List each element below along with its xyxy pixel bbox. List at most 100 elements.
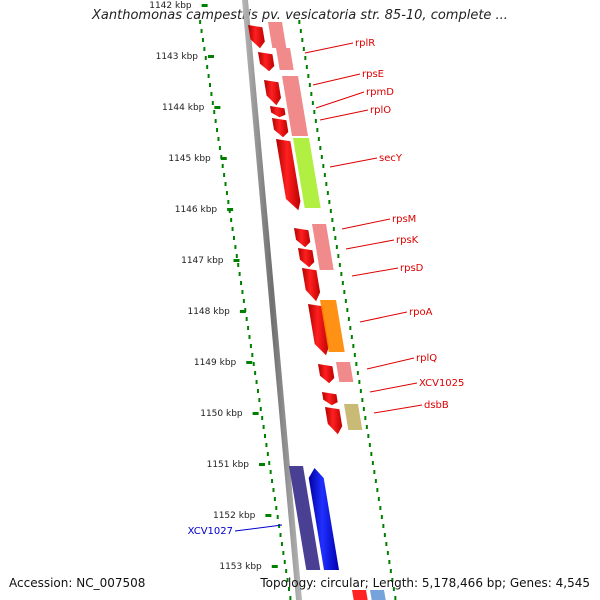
gene-arrow-minus[interactable]	[325, 407, 343, 435]
dotted-guide-left	[262, 425, 265, 429]
dotted-guide-left	[203, 47, 206, 51]
dotted-guide-left	[261, 416, 264, 420]
dotted-guide-left	[237, 263, 240, 267]
dotted-guide-right	[307, 74, 310, 78]
gene-label-rpsm[interactable]: rpsM	[392, 214, 416, 225]
dotted-guide-right	[338, 263, 341, 267]
dotted-guide-right	[386, 551, 389, 555]
scale-label: 1147 kbp	[181, 256, 224, 266]
gene-leader-line	[312, 73, 361, 86]
gene-label-xcv1025[interactable]: XCV1025	[419, 378, 464, 389]
dotted-guide-left	[214, 119, 217, 123]
dotted-guide-right	[329, 209, 332, 213]
gene-category-box[interactable]	[336, 362, 354, 382]
gene-arrow-minus[interactable]	[318, 364, 335, 384]
dotted-guide-left	[221, 164, 224, 168]
dotted-guide-left	[209, 83, 212, 87]
gene-arrow-minus[interactable]	[298, 248, 315, 268]
gene-leader-line	[373, 404, 423, 414]
gene-label-rpsd[interactable]: rpsD	[400, 263, 424, 274]
dotted-guide-left	[213, 110, 216, 114]
dotted-guide-left	[201, 38, 204, 42]
dotted-guide-left	[224, 182, 227, 186]
dotted-guide-right	[343, 290, 346, 294]
gene-leader-line	[369, 382, 418, 393]
gene-category-box[interactable]	[320, 300, 345, 352]
dotted-guide-left	[266, 452, 269, 456]
dotted-guide-left	[258, 398, 261, 402]
gene-arrow-plus[interactable]	[308, 468, 339, 570]
backbone-line	[242, 0, 302, 600]
dotted-guide-left	[207, 74, 210, 78]
dotted-guide-right	[328, 200, 331, 204]
gene-category-box[interactable]	[268, 22, 287, 48]
dotted-guide-left	[264, 434, 267, 438]
gene-arrow-minus[interactable]	[294, 228, 311, 248]
gene-category-box[interactable]	[312, 224, 334, 270]
scale-tick	[265, 514, 272, 517]
dotted-guide-left	[275, 506, 278, 510]
dotted-guide-left	[287, 587, 290, 591]
dotted-guide-right	[355, 362, 358, 366]
gene-label-rplo[interactable]: rplO	[370, 105, 391, 116]
dotted-guide-right	[331, 218, 334, 222]
scale-tick	[201, 4, 208, 7]
gene-label-rpoa[interactable]: rpoA	[409, 307, 433, 318]
scale-label: 1153 kbp	[219, 562, 262, 572]
dotted-guide-right	[319, 146, 322, 150]
dotted-guide-right	[382, 524, 385, 528]
gene-label-dsbb[interactable]: dsbB	[424, 400, 449, 411]
dotted-guide-right	[337, 254, 340, 258]
dotted-guide-right	[379, 506, 382, 510]
dotted-guide-right	[374, 479, 377, 483]
gene-category-box[interactable]	[370, 590, 386, 600]
scale-tick	[233, 259, 240, 262]
gene-category-box[interactable]	[344, 404, 363, 430]
dotted-guide-right	[376, 488, 379, 492]
dotted-guide-right	[367, 434, 370, 438]
dotted-guide-right	[316, 128, 319, 132]
scale-label: 1149 kbp	[194, 358, 237, 368]
scale-label: 1151 kbp	[207, 460, 250, 470]
gene-arrow-minus[interactable]	[248, 25, 265, 49]
dotted-guide-left	[251, 353, 254, 357]
dotted-guide-right	[302, 47, 305, 51]
gene-label-rpsk[interactable]: rpsK	[396, 235, 419, 246]
gene-arrow-minus[interactable]	[258, 52, 275, 72]
gene-label-secy[interactable]: secY	[379, 153, 403, 164]
dotted-guide-left	[278, 524, 281, 528]
gene-category-box[interactable]	[289, 466, 321, 570]
scale-label: 1152 kbp	[213, 511, 256, 521]
gene-category-box[interactable]	[282, 76, 308, 136]
gene-arrow-minus[interactable]	[272, 118, 289, 138]
dotted-guide-left	[240, 281, 243, 285]
gene-arrow-minus[interactable]	[302, 268, 321, 302]
dotted-guide-left	[280, 542, 283, 546]
gene-arrow-minus[interactable]	[276, 139, 301, 211]
gene-leader-line	[341, 218, 391, 230]
gene-label-rplq[interactable]: rplQ	[416, 353, 437, 364]
gene-category-box[interactable]	[293, 138, 321, 208]
gene-label-xcv1027[interactable]: XCV1027	[188, 526, 233, 537]
dotted-guide-left	[265, 443, 268, 447]
gene-category-box[interactable]	[276, 48, 294, 70]
gene-label-rpse[interactable]: rpsE	[362, 69, 384, 80]
dotted-guide-left	[286, 578, 289, 582]
dotted-guide-left	[283, 560, 286, 564]
dotted-guide-left	[218, 146, 221, 150]
gene-category-box[interactable]	[352, 590, 368, 600]
gene-label-rpmd[interactable]: rpmD	[366, 87, 394, 98]
gene-arrow-minus[interactable]	[322, 392, 338, 406]
dotted-guide-right	[347, 317, 350, 321]
dotted-guide-right	[385, 542, 388, 546]
gene-leader-line	[234, 524, 283, 532]
scale-label: 1145 kbp	[168, 154, 211, 164]
gene-arrow-minus[interactable]	[264, 80, 281, 106]
dotted-guide-right	[334, 236, 337, 240]
dotted-guide-left	[242, 299, 245, 303]
dotted-guide-right	[391, 578, 394, 582]
dotted-guide-left	[232, 236, 235, 240]
gene-arrow-minus[interactable]	[270, 106, 286, 118]
gene-label-rplr[interactable]: rplR	[355, 38, 375, 49]
